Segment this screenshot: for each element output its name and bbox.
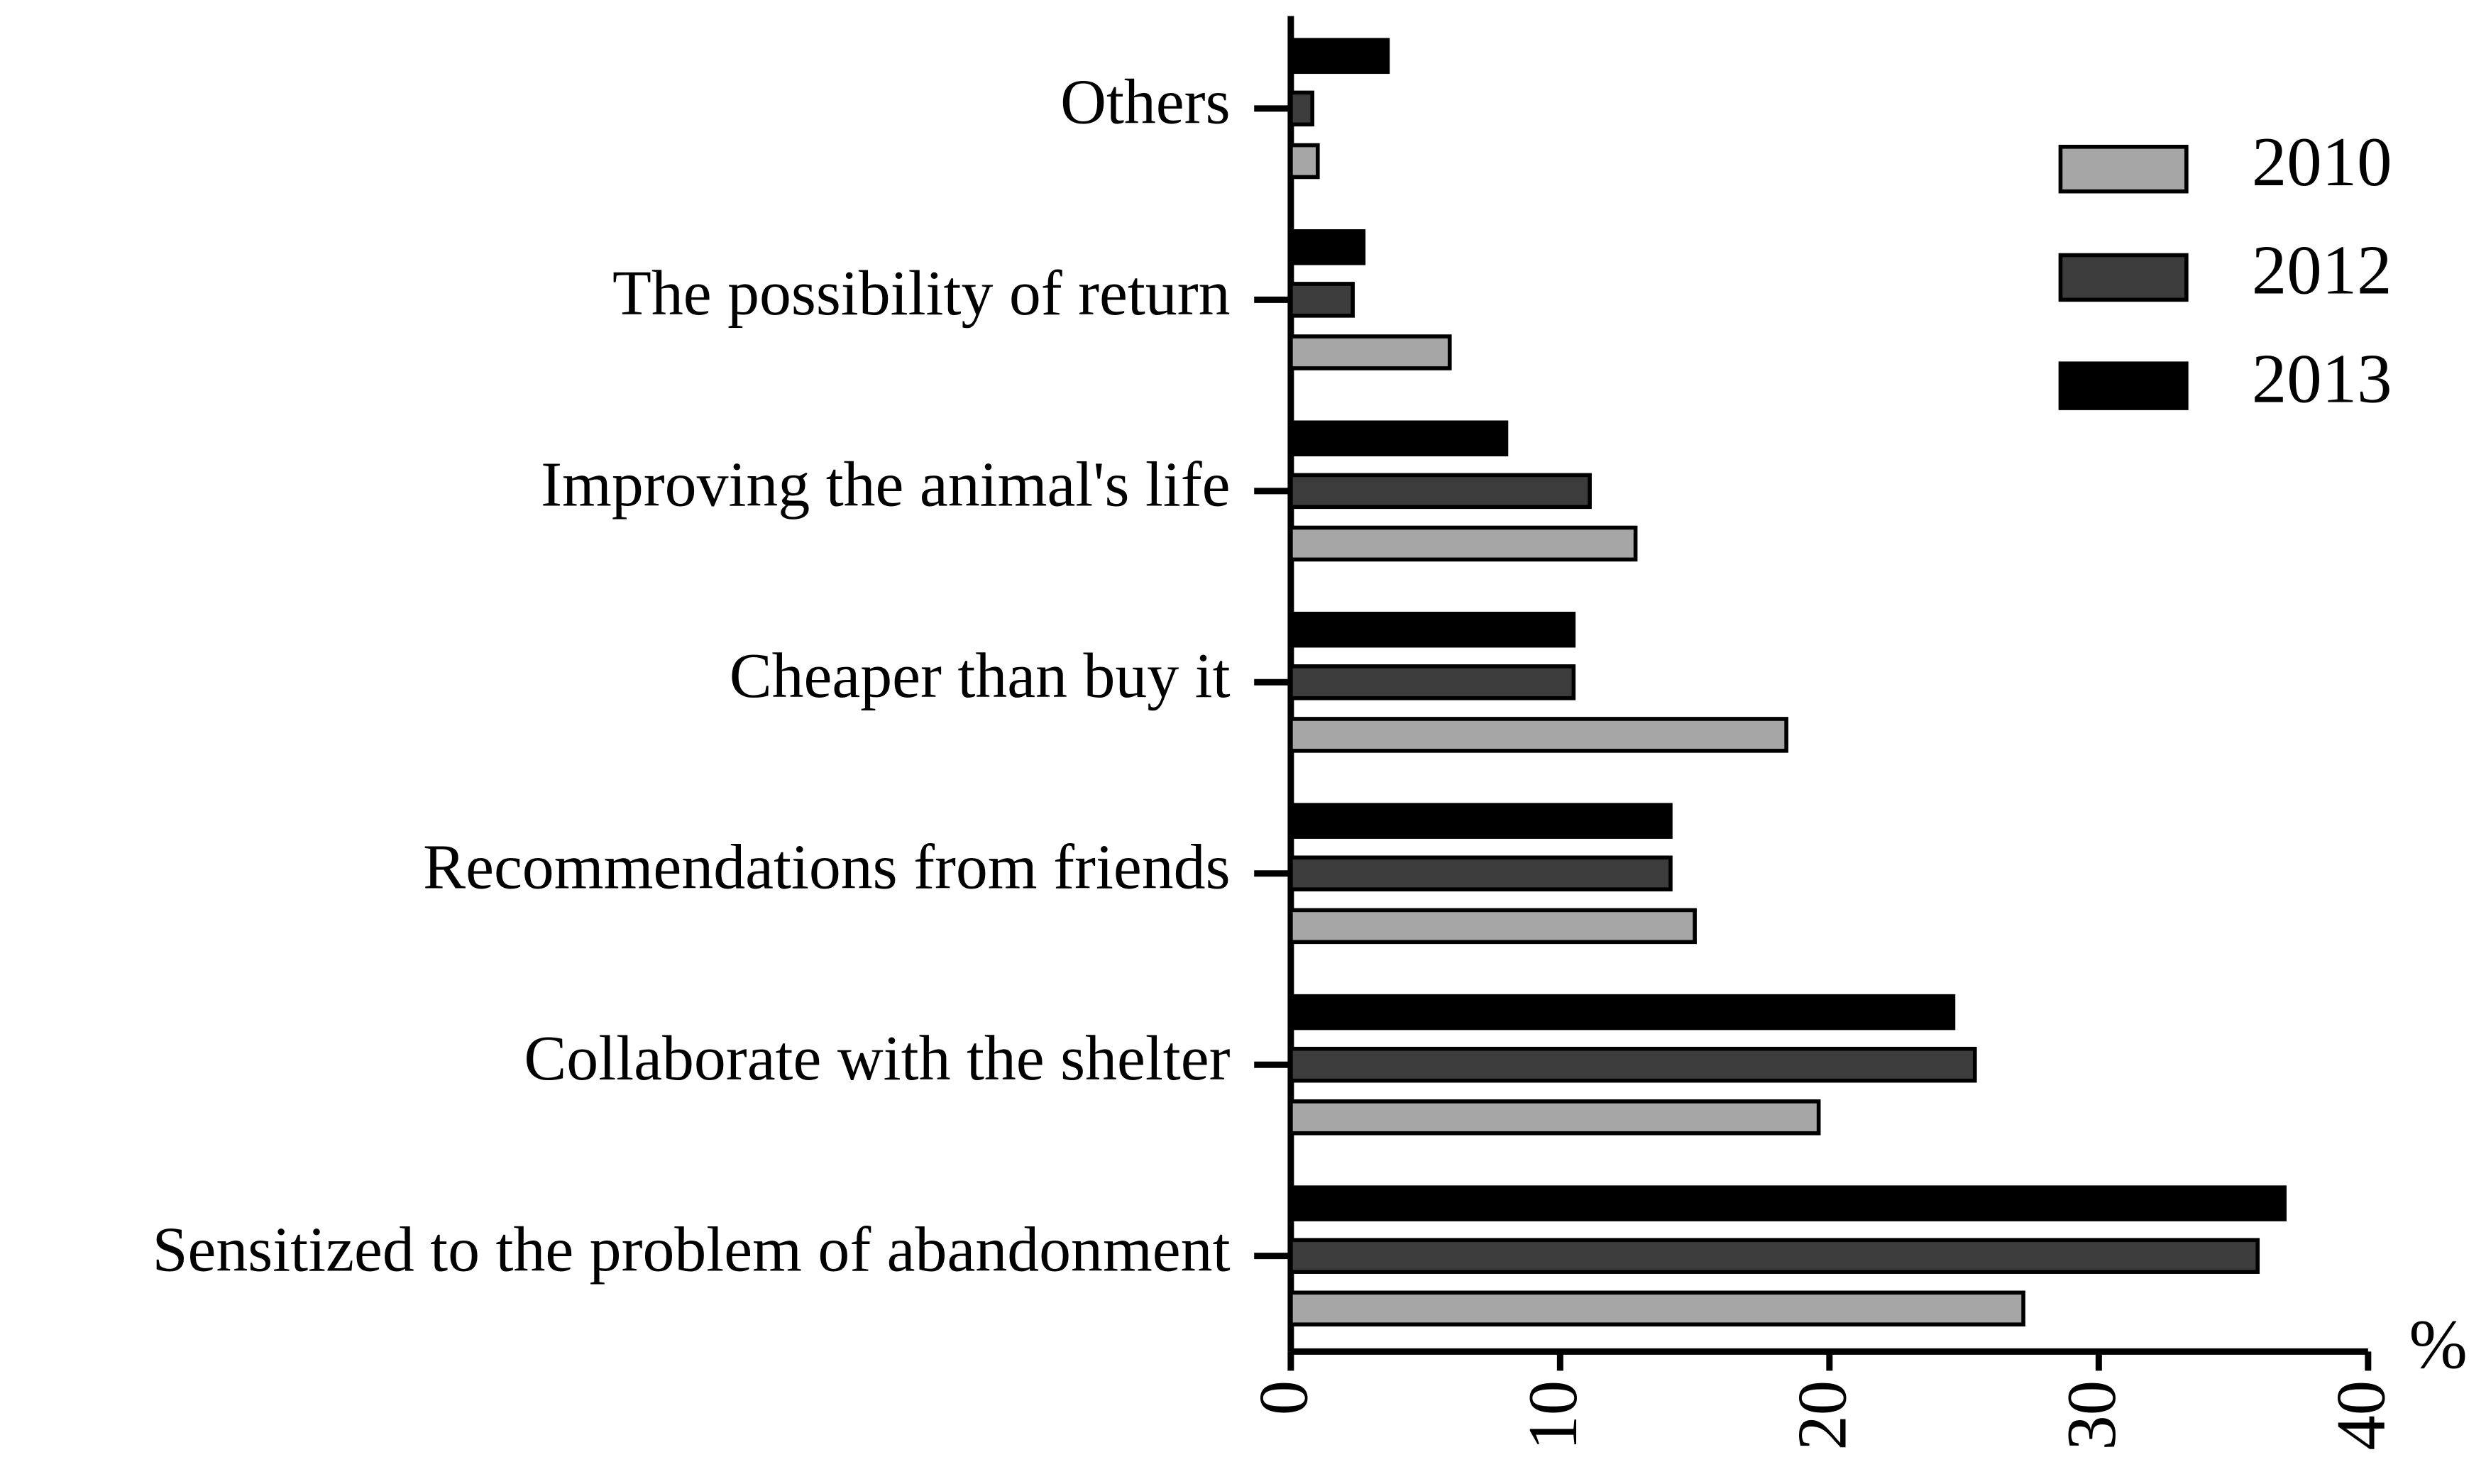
bar: [1289, 1099, 1821, 1136]
bar: [1289, 1290, 2025, 1327]
legend-label: 2013: [2252, 340, 2392, 417]
legend-swatch: [2058, 361, 2189, 410]
bar: [1289, 803, 1673, 839]
bar: [1289, 143, 1320, 180]
bar: [1289, 664, 1576, 700]
legend-label: 2012: [2252, 232, 2392, 309]
bar: [1289, 908, 1697, 945]
x-tick-label: 10: [1514, 1380, 1592, 1451]
x-axis-label: %: [2409, 1306, 2467, 1383]
x-tick-label: 20: [1784, 1380, 1861, 1451]
x-tick-label: 30: [2053, 1380, 2130, 1451]
bar: [1289, 1046, 1977, 1083]
bar: [1289, 229, 1366, 265]
bar: [1289, 282, 1355, 318]
y-tick-label: Sensitized to the problem of abandonment: [153, 1214, 1231, 1285]
bar: [1289, 473, 1592, 510]
bar: [1289, 334, 1452, 370]
bar: [1289, 611, 1576, 648]
bar: [1289, 1185, 2287, 1221]
bar: [1289, 525, 1638, 562]
y-tick-label: Cheaper than buy it: [730, 641, 1231, 711]
legend-label: 2010: [2252, 123, 2392, 201]
bar: [1289, 90, 1315, 127]
bar: [1289, 717, 1788, 753]
x-tick-label: 0: [1245, 1380, 1323, 1415]
bar: [1289, 855, 1673, 892]
bar: [1289, 420, 1509, 456]
legend-swatch: [2058, 253, 2189, 302]
bar: [1289, 1238, 2260, 1274]
y-tick-label: Others: [1060, 67, 1230, 138]
legend-swatch: [2058, 144, 2189, 194]
bar: [1289, 994, 1956, 1030]
y-tick-label: Collaborate with the shelter: [524, 1023, 1230, 1094]
y-tick-label: Recommendations from friends: [423, 832, 1230, 902]
y-tick-label: Improving the animal's life: [541, 449, 1230, 520]
y-tick-label: The possibility of return: [612, 258, 1231, 329]
bar: [1289, 38, 1390, 75]
x-tick-label: 40: [2323, 1380, 2400, 1451]
